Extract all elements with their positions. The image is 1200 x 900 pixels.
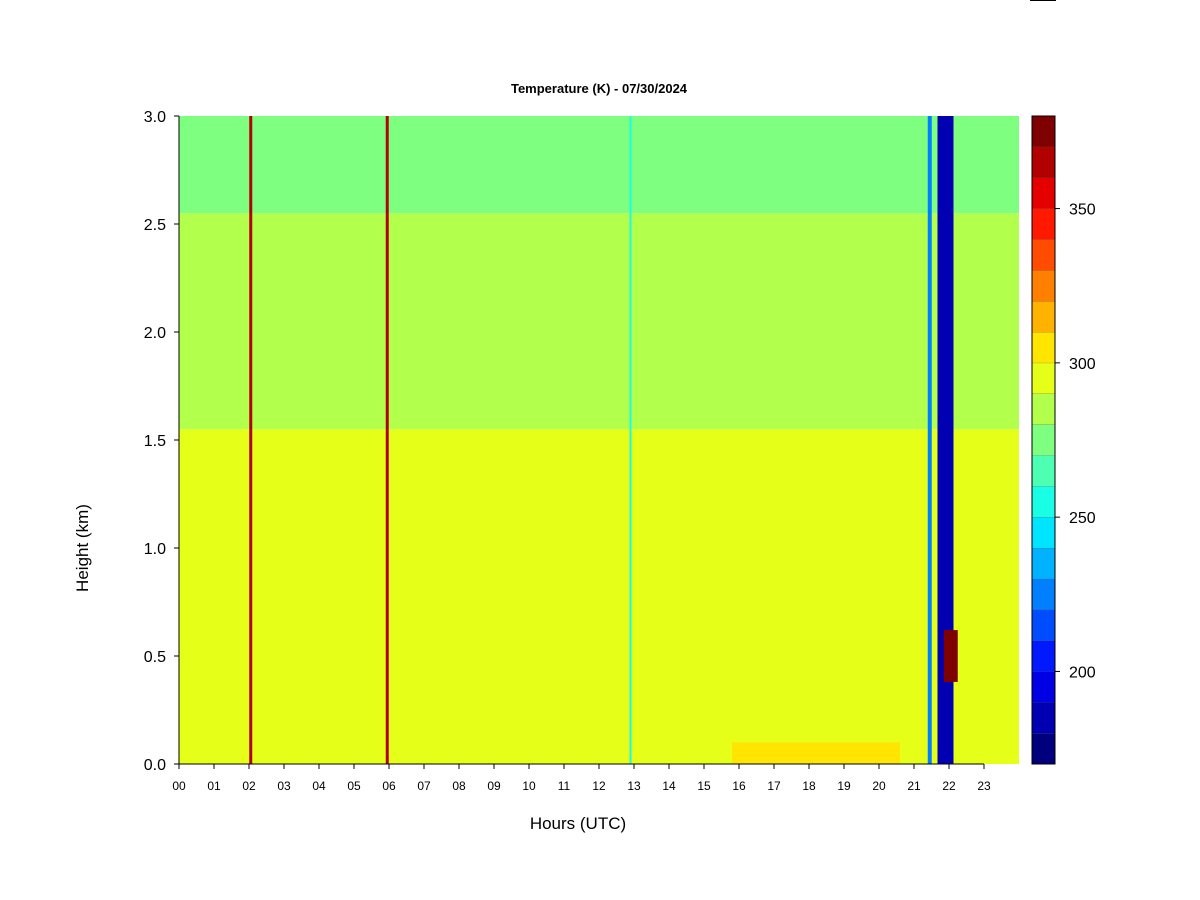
colorbar: 200 250 300 350 <box>1031 115 1096 765</box>
y-axis: 0.0 0.5 1.0 1.5 2.0 2.5 3.0 <box>144 109 180 774</box>
colorbar-swatch-180 <box>1032 702 1055 734</box>
heatmap-layer-2 <box>179 116 1019 214</box>
colorbar-swatch-240 <box>1032 517 1055 548</box>
heatmap-anomaly-column-5 <box>943 630 958 682</box>
x-tick-label-17: 17 <box>767 779 781 793</box>
y-tick-label-1.0: 1.0 <box>144 541 166 558</box>
y-tick-label-0.0: 0.0 <box>144 757 166 774</box>
heatmap-anomaly-column-3 <box>927 116 932 764</box>
y-tick-label-1.5: 1.5 <box>144 433 166 450</box>
colorbar-swatch-280 <box>1032 393 1055 425</box>
x-tick-label-06: 06 <box>382 779 396 793</box>
x-tick-label-05: 05 <box>347 779 361 793</box>
colorbar-swatch-320 <box>1032 270 1055 302</box>
colorbar-tick-label-200: 200 <box>1069 664 1096 681</box>
x-tick-label-03: 03 <box>277 779 291 793</box>
x-tick-label-00: 00 <box>172 779 186 793</box>
top-edge-mark <box>1030 0 1056 1</box>
plot-area <box>179 116 1019 764</box>
colorbar-swatch-230 <box>1032 548 1055 579</box>
heatmap-layer-0 <box>179 429 1019 764</box>
y-tick-label-2.0: 2.0 <box>144 325 166 342</box>
colorbar-swatch-370 <box>1032 116 1055 147</box>
x-tick-label-13: 13 <box>627 779 641 793</box>
colorbar-swatch-250 <box>1032 486 1055 518</box>
x-tick-label-01: 01 <box>207 779 221 793</box>
colorbar-swatch-200 <box>1032 640 1055 672</box>
colorbar-tick-label-300: 300 <box>1069 356 1096 373</box>
x-tick-label-08: 08 <box>452 779 466 793</box>
heatmap-warm-surface-layer <box>732 742 900 764</box>
colorbar-tick-label-250: 250 <box>1069 510 1096 527</box>
y-tick-label-0.5: 0.5 <box>144 649 166 666</box>
y-tick-label-3.0: 3.0 <box>144 109 166 126</box>
heatmap-anomaly-column-2 <box>629 116 632 764</box>
colorbar-swatch-220 <box>1032 578 1055 610</box>
x-tick-label-15: 15 <box>697 779 711 793</box>
heatmap-anomaly-column-4 <box>937 116 954 764</box>
x-axis-label: Hours (UTC) <box>530 814 626 833</box>
x-tick-label-21: 21 <box>907 779 921 793</box>
colorbar-swatch-350 <box>1032 177 1055 209</box>
y-tick-label-2.5: 2.5 <box>144 217 166 234</box>
x-tick-label-23: 23 <box>977 779 991 793</box>
x-tick-label-22: 22 <box>942 779 956 793</box>
x-tick-label-02: 02 <box>242 779 256 793</box>
x-tick-label-14: 14 <box>662 779 676 793</box>
heatmap-anomaly-column-0 <box>249 116 253 764</box>
x-tick-label-10: 10 <box>522 779 536 793</box>
x-tick-label-11: 11 <box>558 779 571 793</box>
x-tick-label-20: 20 <box>872 779 886 793</box>
x-tick-label-09: 09 <box>487 779 501 793</box>
x-tick-label-07: 07 <box>417 779 431 793</box>
colorbar-swatch-340 <box>1032 208 1055 240</box>
colorbar-swatch-210 <box>1032 609 1055 641</box>
x-tick-label-04: 04 <box>312 779 326 793</box>
colorbar-swatch-260 <box>1032 455 1055 487</box>
colorbar-tick-label-350: 350 <box>1069 202 1096 219</box>
colorbar-swatch-170 <box>1032 733 1055 764</box>
colorbar-swatch-360 <box>1032 146 1055 178</box>
heatmap-anomaly-column-1 <box>385 116 389 764</box>
x-axis: 00 01 02 03 04 05 06 07 08 09 10 11 12 13 14 15 16 17 18 19… <box>172 763 991 793</box>
heatmap-layer-1 <box>179 213 1019 430</box>
x-tick-label-12: 12 <box>592 779 606 793</box>
x-tick-label-16: 16 <box>732 779 746 793</box>
colorbar-swatch-300 <box>1032 332 1055 363</box>
x-tick-label-19: 19 <box>837 779 851 793</box>
colorbar-swatch-310 <box>1032 301 1055 332</box>
x-tick-label-18: 18 <box>802 779 816 793</box>
chart-title: Temperature (K) - 07/30/2024 <box>511 81 688 96</box>
colorbar-swatch-190 <box>1032 671 1055 703</box>
colorbar-swatch-290 <box>1032 362 1055 394</box>
colorbar-frame <box>1031 115 1056 765</box>
y-axis-label: Height (km) <box>73 504 92 592</box>
colorbar-swatch-270 <box>1032 424 1055 456</box>
colorbar-swatch-330 <box>1032 239 1055 271</box>
